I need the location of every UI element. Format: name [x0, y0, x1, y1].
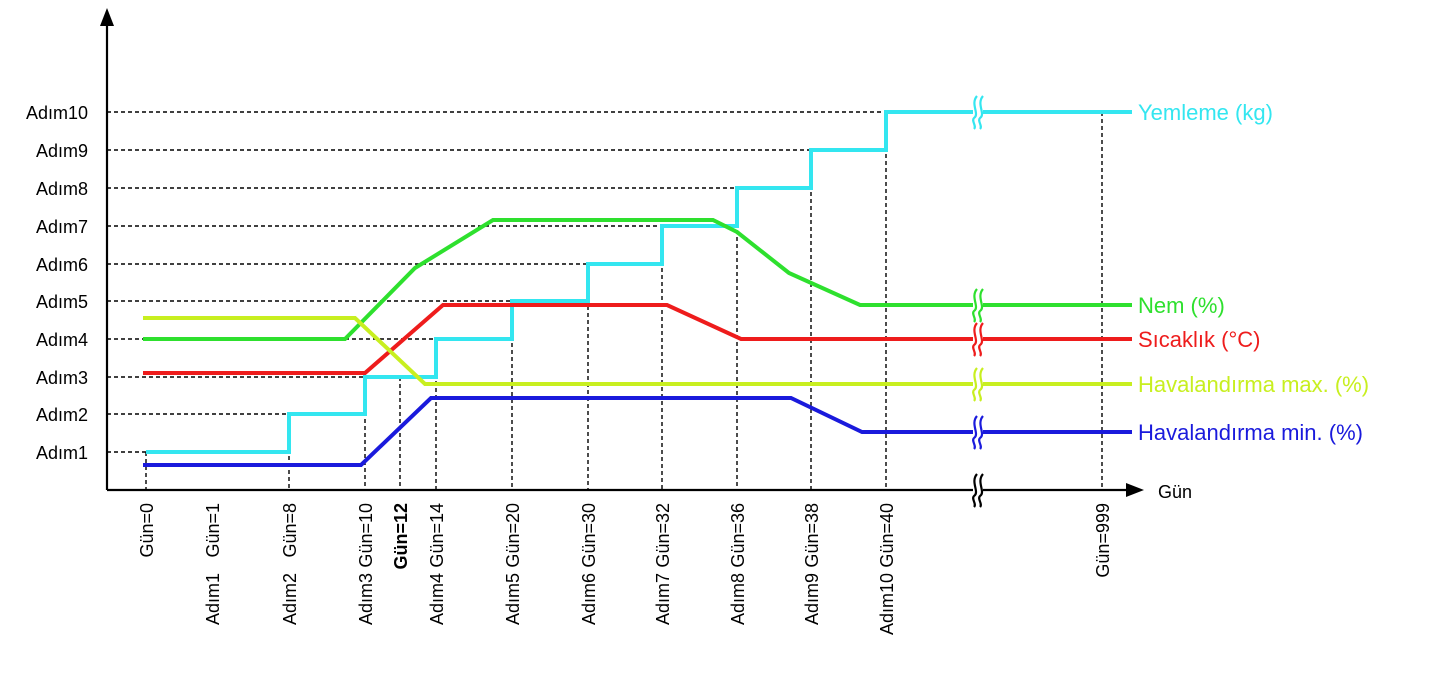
- x-tick-label: Gün=40: [877, 503, 897, 568]
- x-tick-label: Gün=38: [802, 503, 822, 568]
- y-tick-label: Adım5: [36, 292, 88, 312]
- y-tick-label: Adım7: [36, 217, 88, 237]
- x-tick-group: Gün=30 Adım6: [579, 503, 599, 625]
- x-tick-step-label: Adım3: [356, 573, 376, 625]
- series-label-sicaklik: Sıcaklık (°C): [1138, 327, 1260, 352]
- x-tick-label: Gün=14: [427, 503, 447, 568]
- y-tick-label: Adım4: [36, 330, 88, 350]
- y-tick-label: Adım6: [36, 255, 88, 275]
- x-tick-group: Gün=0: [137, 503, 157, 558]
- x-tick-group: Gün=10 Adım3: [356, 503, 376, 625]
- x-tick-step-label: Adım10: [877, 573, 897, 635]
- series-line-hav-min: [143, 396, 1132, 467]
- x-tick-group: Gün=40 Adım10: [877, 503, 897, 635]
- break-squiggle: [972, 95, 978, 130]
- x-tick-group: Gün=38 Adım9: [802, 503, 822, 625]
- y-tick-labels: Adım1 Adım2 Adım3 Adım4 Adım5 Adım6 Adım7 Adım8…: [26, 103, 88, 463]
- x-axis-arrow: [1126, 483, 1144, 497]
- x-tick-label: Gün=1: [203, 503, 223, 558]
- x-tick-label: Gün=20: [503, 503, 523, 568]
- break-squiggle: [972, 415, 978, 450]
- y-tick-label: Adım3: [36, 368, 88, 388]
- x-tick-labels: Gün=0 Gün=1Adım1Gün=8Adım2Gün=10Adım3Gün=…: [137, 503, 1113, 635]
- y-tick-label: Adım10: [26, 103, 88, 123]
- break-squiggle: [978, 415, 984, 450]
- series-labels: Yemleme (kg) Nem (%) Sıcaklık (°C) Havaland…: [1138, 100, 1369, 445]
- break-squiggle: [978, 95, 984, 130]
- x-tick-label: Gün=12: [391, 503, 411, 570]
- y-tick-label: Adım9: [36, 141, 88, 161]
- x-tick-group: Gün=36 Adım8: [728, 503, 748, 625]
- break-gap: [973, 474, 983, 506]
- x-tick-step-label: Adım9: [802, 573, 822, 625]
- break-squiggle: [978, 288, 984, 323]
- x-tick-group: Gün=32 Adım7: [653, 503, 673, 625]
- y-tick-label: Adım2: [36, 405, 88, 425]
- break-squiggle: [978, 473, 984, 508]
- x-tick-group: Gün=12: [391, 503, 411, 570]
- x-tick-label: Gün=8: [280, 503, 300, 558]
- break-squiggle: [972, 473, 978, 508]
- series-label-hav_min: Havalandırma min. (%): [1138, 420, 1363, 445]
- series-label-nem: Nem (%): [1138, 293, 1225, 318]
- series-line-nem: [143, 218, 1132, 341]
- break-squiggle: [972, 367, 978, 402]
- x-tick-step-label: Adım6: [579, 573, 599, 625]
- x-tick-group: Gün=8 Adım2: [280, 503, 300, 625]
- break-gap: [973, 323, 983, 355]
- x-axis-label: Gün: [1158, 482, 1192, 502]
- series-lines: [143, 110, 1132, 467]
- x-tick-label: Gün=0: [137, 503, 157, 558]
- y-axis-arrow: [100, 8, 114, 26]
- series-line-hav-max: [143, 316, 1132, 386]
- x-tick-step-label: Adım1: [203, 573, 223, 625]
- axis-break-marks: [972, 95, 984, 508]
- x-tick-group: Gün=1 Adım1: [203, 503, 223, 625]
- x-tick-group: Gün=14 Adım4: [427, 503, 447, 625]
- x-tick-group: Gün=999: [1093, 503, 1113, 578]
- x-tick-step-label: Adım2: [280, 573, 300, 625]
- x-tick-label: Gün=32: [653, 503, 673, 568]
- x-tick-step-label: Adım7: [653, 573, 673, 625]
- series-line-sicaklik: [143, 303, 1132, 375]
- x-tick-label: Gün=10: [356, 503, 376, 568]
- series-label-hav_max: Havalandırma max. (%): [1138, 372, 1369, 397]
- x-tick-label: Gün=36: [728, 503, 748, 568]
- series-line-yemleme: [146, 110, 1132, 454]
- x-tick-group: Gün=20 Adım5: [503, 503, 523, 625]
- x-tick-step-label: Adım4: [427, 573, 447, 625]
- break-gap: [973, 416, 983, 448]
- axes: Gün: [100, 8, 1192, 502]
- x-tick-label: Gün=30: [579, 503, 599, 568]
- break-gap: [973, 96, 983, 128]
- break-squiggle: [978, 322, 984, 357]
- x-tick-label: Gün=999: [1093, 503, 1113, 578]
- break-gap: [973, 289, 983, 321]
- break-squiggle: [972, 288, 978, 323]
- x-tick-step-label: Adım5: [503, 573, 523, 625]
- series-label-yemleme: Yemleme (kg): [1138, 100, 1273, 125]
- break-squiggle: [972, 322, 978, 357]
- y-tick-label: Adım1: [36, 443, 88, 463]
- y-tick-label: Adım8: [36, 179, 88, 199]
- break-gap: [973, 368, 983, 400]
- break-squiggle: [978, 367, 984, 402]
- x-tick-step-label: Adım8: [728, 573, 748, 625]
